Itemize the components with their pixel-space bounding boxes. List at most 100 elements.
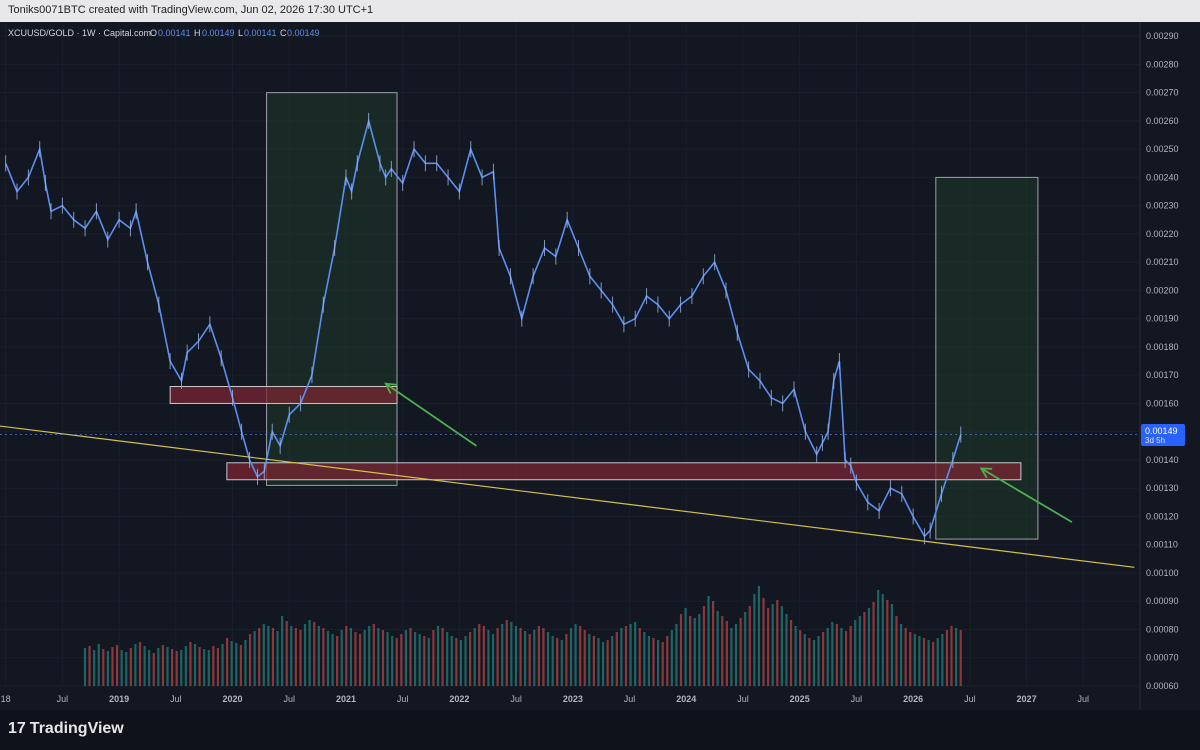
volume-bar bbox=[487, 630, 490, 686]
volume-bar bbox=[299, 630, 302, 686]
volume-bar bbox=[592, 636, 595, 686]
volume-bar bbox=[326, 631, 330, 686]
time-tick-label: Jul bbox=[57, 694, 69, 704]
price-tick-label: 0.00070 bbox=[1146, 653, 1179, 663]
volume-bar bbox=[762, 598, 765, 686]
close-label: C bbox=[280, 28, 287, 38]
volume-bar bbox=[501, 624, 504, 686]
close-value: 0.00149 bbox=[287, 28, 320, 38]
volume-bar bbox=[675, 624, 678, 686]
resistance-zone bbox=[169, 385, 398, 404]
tradingview-logo[interactable]: 17 TradingView bbox=[8, 720, 124, 738]
volume-bar bbox=[496, 628, 499, 686]
volume-bar bbox=[294, 628, 297, 686]
time-tick-label: 18 bbox=[1, 694, 11, 704]
volume-bar bbox=[358, 634, 362, 686]
volume-bar bbox=[624, 626, 628, 686]
volume-bar bbox=[372, 624, 375, 686]
volume-bar bbox=[565, 634, 568, 686]
volume-bar bbox=[248, 634, 252, 686]
volume-bar bbox=[918, 636, 921, 686]
low-label: L bbox=[238, 28, 243, 38]
volume-bar bbox=[707, 596, 710, 686]
volume-bar bbox=[427, 638, 430, 686]
symbol-legend[interactable]: XCUUSD/GOLD · 1W · Capital.com O 0.00141… bbox=[8, 28, 320, 38]
volume-bar bbox=[88, 646, 91, 686]
volume-bar bbox=[317, 626, 320, 686]
volume-bar bbox=[844, 631, 848, 686]
volume-bar bbox=[180, 650, 183, 686]
time-axis[interactable]: 18 Jul 2019 Jul 2020 Jul 2021 Jul 2022 Jul 2023 Jul… bbox=[1, 694, 1089, 704]
volume-bar bbox=[111, 647, 114, 686]
volume-bar bbox=[363, 630, 366, 686]
time-tick-label: 2019 bbox=[109, 694, 129, 704]
time-tick-label: 2024 bbox=[676, 694, 696, 704]
price-tick-label: 0.00080 bbox=[1146, 624, 1179, 634]
price-line bbox=[4, 117, 962, 538]
volume-bar bbox=[597, 638, 600, 686]
time-tick-label: 2025 bbox=[790, 694, 810, 704]
volume-bar bbox=[886, 600, 889, 686]
price-tick-label: 0.00250 bbox=[1146, 144, 1179, 154]
time-tick-label: Jul bbox=[283, 694, 295, 704]
volume-bar bbox=[161, 645, 165, 686]
volume-bar bbox=[542, 628, 545, 686]
volume-bar bbox=[125, 652, 128, 686]
volume-bar bbox=[308, 620, 311, 686]
volume-bar bbox=[698, 614, 701, 686]
volume-bar bbox=[771, 604, 774, 686]
time-tick-label: Jul bbox=[851, 694, 863, 704]
volume-bar bbox=[331, 634, 334, 686]
price-tag-countdown: 3d 5h bbox=[1145, 436, 1165, 445]
volume-bar bbox=[753, 594, 756, 686]
volume-bar bbox=[510, 622, 513, 686]
volume-bar bbox=[711, 601, 715, 686]
volume-bar bbox=[936, 638, 939, 686]
volume-bar bbox=[546, 632, 550, 686]
time-tick-label: Jul bbox=[1078, 694, 1090, 704]
footer: 17 TradingView bbox=[0, 710, 1200, 750]
volume-bar bbox=[721, 616, 724, 686]
volume-bar bbox=[381, 630, 385, 686]
volume-bar bbox=[634, 622, 637, 686]
volume-bar bbox=[670, 630, 673, 686]
volume-bar bbox=[817, 636, 820, 686]
volume-bar bbox=[391, 636, 394, 686]
volume-bar bbox=[588, 634, 591, 686]
volume-bar bbox=[258, 628, 261, 686]
volume-bar bbox=[409, 628, 412, 686]
volume-bar bbox=[120, 650, 123, 686]
price-chart[interactable]: 0.00290 0.00280 0.00270 0.00260 0.00250 0.002… bbox=[0, 22, 1200, 710]
volume-bar bbox=[643, 632, 646, 686]
volume-bar bbox=[207, 650, 210, 686]
price-tick-label: 0.00060 bbox=[1146, 681, 1179, 691]
support-zone bbox=[226, 462, 1022, 481]
time-tick-label: Jul bbox=[964, 694, 976, 704]
volume-bar bbox=[730, 628, 733, 686]
volume-bar bbox=[569, 628, 573, 686]
volume-bar bbox=[253, 631, 256, 686]
volume-bar bbox=[835, 624, 838, 686]
volume-bar bbox=[840, 628, 843, 686]
volume-bar bbox=[290, 626, 293, 686]
volume-bar bbox=[418, 634, 421, 686]
volume-bar bbox=[404, 630, 408, 686]
volume-bar bbox=[271, 628, 275, 686]
arrow-shaft bbox=[385, 382, 477, 447]
volume-bar bbox=[560, 640, 563, 686]
volume-bar bbox=[601, 642, 605, 686]
volume-bar bbox=[574, 624, 577, 686]
volume-bar bbox=[189, 642, 192, 686]
time-tick-label: Jul bbox=[397, 694, 409, 704]
price-tick-label: 0.00270 bbox=[1146, 88, 1179, 98]
time-tick-label: 2021 bbox=[336, 694, 356, 704]
tradingview-brand: TradingView bbox=[29, 720, 124, 737]
volume-bar bbox=[689, 616, 692, 686]
volume-bar bbox=[858, 616, 861, 686]
low-value: 0.00141 bbox=[244, 28, 277, 38]
volume-bar bbox=[239, 645, 242, 686]
volume-bar bbox=[739, 618, 742, 686]
volume-bar bbox=[281, 616, 284, 686]
volume-bar bbox=[863, 612, 866, 686]
price-tick-label: 0.00230 bbox=[1146, 201, 1179, 211]
